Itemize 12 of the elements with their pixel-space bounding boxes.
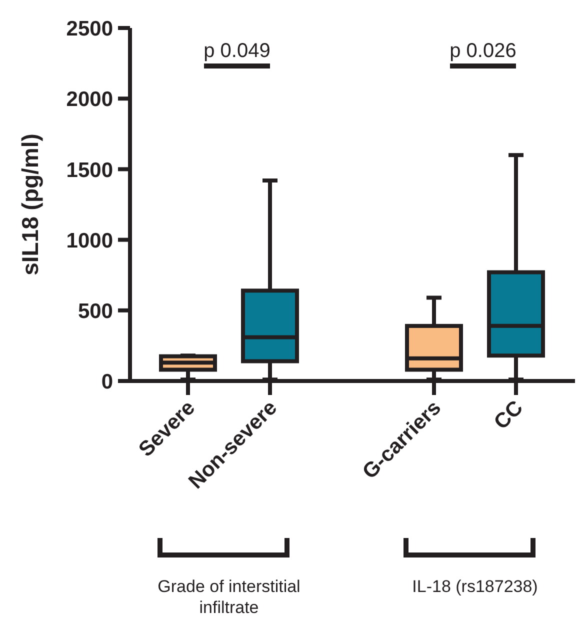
y-tick-label: 1000 <box>66 229 113 252</box>
y-tick-label: 1500 <box>66 158 113 182</box>
text: IL-18 (rs187238) <box>412 577 538 596</box>
y-tick-label: 2000 <box>66 88 113 112</box>
y-tick-label: 2500 <box>66 18 113 41</box>
y-tick-label: 0 <box>101 370 113 394</box>
annotation: p 0.049 <box>204 40 270 62</box>
x-tick-label: CC <box>490 396 528 434</box>
y-tick-label: 500 <box>78 300 113 323</box>
annotation: p 0.026 <box>450 40 516 62</box>
y-axis-title: sIL18 (pg/ml) <box>17 134 43 276</box>
text: Grade of interstitial infiltrate <box>158 577 300 617</box>
